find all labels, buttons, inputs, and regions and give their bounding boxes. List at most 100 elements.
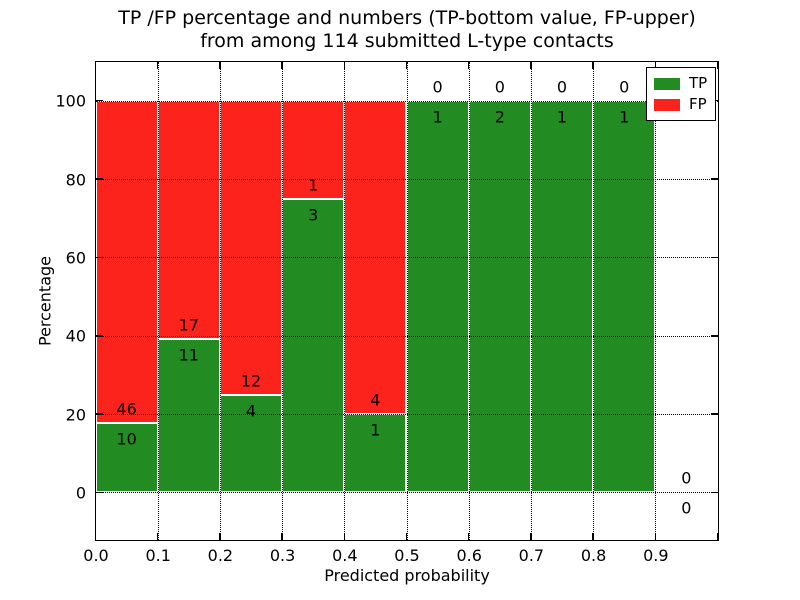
fp-count-label-0.0-0.1: 46 (116, 399, 137, 419)
bar-tp-0.0-0.1 (95, 422, 158, 493)
fp-count-label-0.8-0.9: 0 (619, 77, 630, 97)
x-tick-mark-top (219, 61, 221, 69)
vertical-gridline (406, 61, 408, 540)
y-tick-mark-right (710, 413, 718, 415)
y-tick-mark (95, 413, 103, 415)
bar-fp-0.3-0.4 (282, 100, 345, 199)
bar-tp-0.5-0.6 (406, 100, 469, 493)
fp-count-label-0.9-1.0: 0 (681, 468, 692, 488)
tp-count-label-0.0-0.1: 10 (116, 429, 137, 449)
chart-title-line1: TP /FP percentage and numbers (TP-bottom… (118, 7, 696, 29)
plot-area: 46 10 17 11 12 4 1 3 4 1 0 1 0 2 0 1 0 1 0 0 (94, 60, 719, 541)
horizontal-gridline (95, 179, 718, 181)
x-tick-mark (219, 532, 221, 540)
tp-count-label-0.1-0.2: 11 (178, 345, 199, 365)
x-tick-mark (467, 532, 470, 540)
x-tick-mark (405, 532, 408, 540)
tp-color-swatch (654, 77, 680, 90)
legend-item-fp: FP (654, 94, 707, 115)
legend-item-tp: TP (654, 73, 707, 94)
y-tick-mark-right (710, 335, 718, 337)
legend-label-fp: FP (689, 95, 707, 113)
bar-tp-0.7-0.8 (530, 100, 594, 493)
horizontal-gridline (95, 414, 718, 416)
y-tick-mark (95, 99, 103, 102)
y-tick-mark-right (710, 178, 718, 180)
x-tick-label: 0.5 (394, 546, 420, 565)
horizontal-gridline (95, 492, 718, 494)
bar-fp-0.1-0.2 (157, 100, 220, 339)
x-tick-mark (343, 532, 346, 540)
horizontal-gridline (95, 335, 718, 337)
x-tick-mark-top (592, 61, 594, 69)
y-tick-mark-right (710, 256, 718, 259)
x-tick-label: 0.8 (580, 546, 607, 565)
x-tick-label: 0.2 (207, 546, 234, 565)
y-tick-label: 60 (65, 248, 86, 268)
x-tick-mark-top (716, 61, 719, 69)
x-tick-mark-top (530, 61, 532, 69)
x-axis-label: Predicted probability (324, 566, 490, 585)
vertical-gridline (530, 61, 532, 540)
x-tick-label: 0.9 (643, 546, 669, 565)
fp-count-label-0.2-0.3: 12 (240, 371, 262, 391)
fp-count-label-0.6-0.7: 0 (494, 77, 505, 97)
y-tick-mark (95, 491, 103, 494)
y-tick-mark (95, 178, 103, 180)
x-tick-label: 0.7 (518, 546, 545, 565)
x-tick-mark (716, 532, 719, 540)
x-tick-mark-top (94, 61, 97, 69)
x-tick-mark-top (405, 61, 408, 69)
bar-fp-0.2-0.3 (219, 100, 283, 395)
vertical-gridline (468, 61, 470, 540)
x-tick-mark (156, 532, 159, 540)
bar-tp-0.3-0.4 (282, 198, 345, 493)
tp-count-label-0.4-0.5: 1 (370, 420, 381, 440)
bar-tp-0.1-0.2 (157, 338, 220, 493)
fp-count-label-0.3-0.4: 1 (308, 175, 319, 195)
horizontal-gridline (95, 100, 718, 102)
x-tick-mark-top (156, 61, 159, 69)
x-tick-mark (281, 532, 283, 540)
tp-count-label-0.5-0.6: 1 (432, 107, 443, 127)
legend: TP FP (646, 67, 717, 121)
vertical-gridline (282, 61, 284, 540)
tp-count-label-0.8-0.9: 1 (619, 107, 630, 127)
y-tick-label: 80 (65, 170, 86, 190)
tp-count-label-0.2-0.3: 4 (245, 401, 257, 421)
x-tick-label: 0.6 (456, 546, 482, 565)
fp-count-label-0.1-0.2: 17 (178, 315, 199, 335)
x-tick-mark (654, 532, 657, 540)
horizontal-gridline (95, 257, 718, 259)
x-tick-label: 0.3 (269, 546, 296, 565)
chart-title: TP /FP percentage and numbers (TP-bottom… (96, 7, 718, 53)
x-tick-mark (94, 532, 97, 540)
y-tick-mark (95, 335, 103, 337)
fp-color-swatch (654, 98, 680, 111)
y-tick-mark (95, 256, 103, 259)
x-tick-mark-top (467, 61, 470, 69)
y-tick-label: 20 (65, 405, 86, 425)
bar-tp-0.8-0.9 (593, 100, 656, 493)
fp-count-label-0.7-0.8: 0 (556, 77, 568, 97)
vertical-gridline (344, 61, 346, 540)
fp-count-label-0.5-0.6: 0 (432, 77, 443, 97)
bar-fp-0.0-0.1 (95, 100, 158, 423)
tp-count-label-0.3-0.4: 3 (308, 205, 319, 225)
y-tick-mark-right (710, 491, 718, 494)
x-tick-label: 0.1 (145, 546, 171, 565)
x-tick-mark-top (654, 61, 657, 69)
legend-label-tp: TP (689, 74, 708, 92)
bar-tp-0.6-0.7 (468, 100, 531, 493)
x-tick-label: 0.0 (83, 546, 109, 565)
x-tick-mark-top (343, 61, 346, 69)
vertical-gridline (219, 61, 221, 540)
y-tick-label: 0 (75, 483, 86, 503)
y-tick-label: 40 (65, 326, 86, 346)
x-tick-mark (530, 532, 532, 540)
tp-count-label-0.6-0.7: 2 (494, 107, 505, 127)
vertical-gridline (157, 61, 159, 540)
vertical-gridline (593, 61, 595, 540)
vertical-gridline (655, 61, 657, 540)
